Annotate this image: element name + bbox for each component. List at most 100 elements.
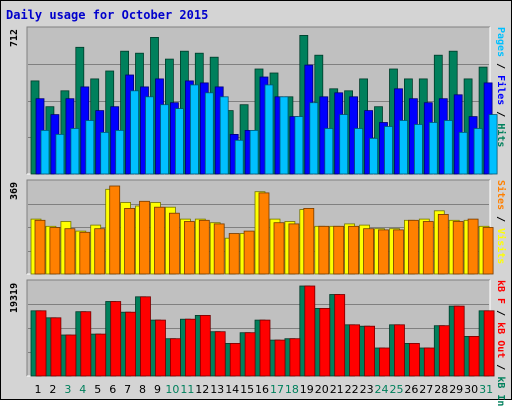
bar-sites-day-6 (109, 185, 121, 275)
legend-entry: / (495, 210, 506, 229)
panel-kb (26, 279, 495, 377)
bar-kb-out-day-26 (408, 342, 420, 377)
bar-sites-day-5 (94, 228, 106, 275)
bar-kb-out-day-28 (438, 325, 450, 377)
bar-sites-day-22 (348, 225, 360, 275)
day-label-31: 31 (479, 383, 493, 396)
bar-pages-day-31 (488, 114, 498, 175)
bar-pages-day-7 (130, 90, 140, 175)
bar-pages-day-23 (369, 137, 379, 175)
bar-sites-day-25 (393, 229, 404, 275)
day-label-20: 20 (315, 383, 329, 396)
bar-pages-day-19 (309, 102, 319, 175)
bar-kb-out-day-9 (155, 319, 166, 377)
bar-pages-day-8 (145, 96, 154, 175)
day-label-11: 11 (180, 383, 194, 396)
day-label-23: 23 (360, 383, 374, 396)
bar-kb-out-day-6 (110, 301, 122, 377)
day-label-27: 27 (419, 383, 433, 396)
bar-pages-day-12 (204, 92, 214, 175)
bar-pages-day-3 (70, 128, 80, 175)
day-label-2: 2 (49, 383, 56, 396)
legend-entry: Visits (495, 228, 506, 265)
day-label-30: 30 (464, 383, 478, 396)
day-label-19: 19 (300, 383, 314, 396)
legend-entry: kB In (495, 376, 506, 406)
bar-sites-day-24 (378, 229, 389, 275)
bar-sites-day-1 (34, 219, 46, 275)
day-label-3: 3 (64, 383, 71, 396)
bar-kb-out-day-16 (259, 319, 271, 377)
bar-kb-out-day-2 (50, 317, 62, 377)
day-label-24: 24 (375, 383, 389, 396)
bar-kb-out-day-27 (423, 347, 435, 377)
bar-sites-day-27 (422, 221, 434, 275)
bar-sites-day-10 (168, 212, 180, 275)
panel-bevel-dark (26, 279, 490, 376)
bar-kb-out-day-15 (244, 332, 256, 377)
bar-kb-out-day-3 (65, 334, 77, 377)
day-label-10: 10 (165, 383, 179, 396)
bar-sites-day-17 (273, 222, 285, 275)
bar-sites-day-20 (318, 225, 330, 275)
bar-pages-day-22 (354, 128, 364, 175)
bar-sites-day-11 (183, 221, 195, 275)
bar-pages-day-2 (55, 133, 65, 175)
bar-pages-day-25 (399, 120, 408, 175)
bar-kb-out-day-25 (394, 324, 405, 377)
bar-pages-day-27 (428, 122, 438, 175)
day-label-17: 17 (270, 383, 284, 396)
legend-entry: Files (495, 75, 506, 106)
bar-sites-day-19 (303, 207, 315, 275)
legend-entry: kB Out (495, 322, 506, 359)
legend-entry: kB F (495, 280, 506, 305)
day-label-5: 5 (94, 383, 101, 396)
bar-kb-out-day-22 (349, 324, 361, 377)
bar-kb-out-day-5 (95, 333, 107, 377)
day-label-13: 13 (210, 383, 224, 396)
bar-sites-day-16 (258, 192, 270, 275)
bar-kb-out-day-10 (169, 338, 181, 377)
legend-entry: Hits (495, 123, 506, 148)
bar-sites-day-23 (363, 228, 375, 275)
bar-sites-day-7 (124, 207, 135, 275)
bar-pages-day-10 (174, 108, 184, 175)
bar-kb-out-day-20 (319, 307, 331, 377)
series-pages (40, 84, 498, 175)
bar-kb-out-day-17 (274, 339, 286, 377)
bar-sites-day-21 (333, 225, 345, 275)
day-label-12: 12 (195, 383, 209, 396)
series-files (35, 64, 493, 175)
day-label-4: 4 (79, 383, 86, 396)
bar-sites-day-4 (79, 231, 91, 275)
bar-kb-out-day-29 (453, 305, 465, 377)
day-label-21: 21 (330, 383, 344, 396)
scale-label-visits-sites: 369 (9, 182, 20, 201)
scale-label-kb: 19319 (9, 282, 20, 313)
day-label-8: 8 (139, 383, 146, 396)
bar-kb-out-day-14 (229, 342, 241, 377)
bar-kb-out-day-19 (304, 285, 316, 377)
bar-pages-day-20 (324, 128, 334, 175)
day-label-1: 1 (35, 383, 42, 396)
day-label-14: 14 (225, 383, 239, 396)
legend-entry: / (495, 57, 506, 76)
chart-title: Daily usage for October 2015 (6, 8, 209, 22)
bar-pages-day-24 (384, 126, 393, 175)
legend-kb: kB F / kB Out / kB In (495, 280, 506, 406)
bar-kb-out-day-8 (140, 296, 151, 377)
bar-pages-day-15 (249, 129, 259, 175)
bar-sites-day-15 (243, 230, 255, 275)
series-hits (30, 35, 488, 175)
day-label-26: 26 (404, 383, 418, 396)
bar-sites-day-31 (482, 227, 494, 275)
bar-kb-out-day-4 (80, 311, 92, 377)
day-label-6: 6 (109, 383, 116, 396)
bar-pages-day-5 (100, 131, 110, 175)
bar-sites-day-8 (139, 200, 150, 275)
day-label-29: 29 (449, 383, 463, 396)
series-kb-out (35, 285, 495, 377)
bar-kb-out-day-30 (468, 335, 480, 377)
bar-sites-day-2 (49, 227, 61, 275)
